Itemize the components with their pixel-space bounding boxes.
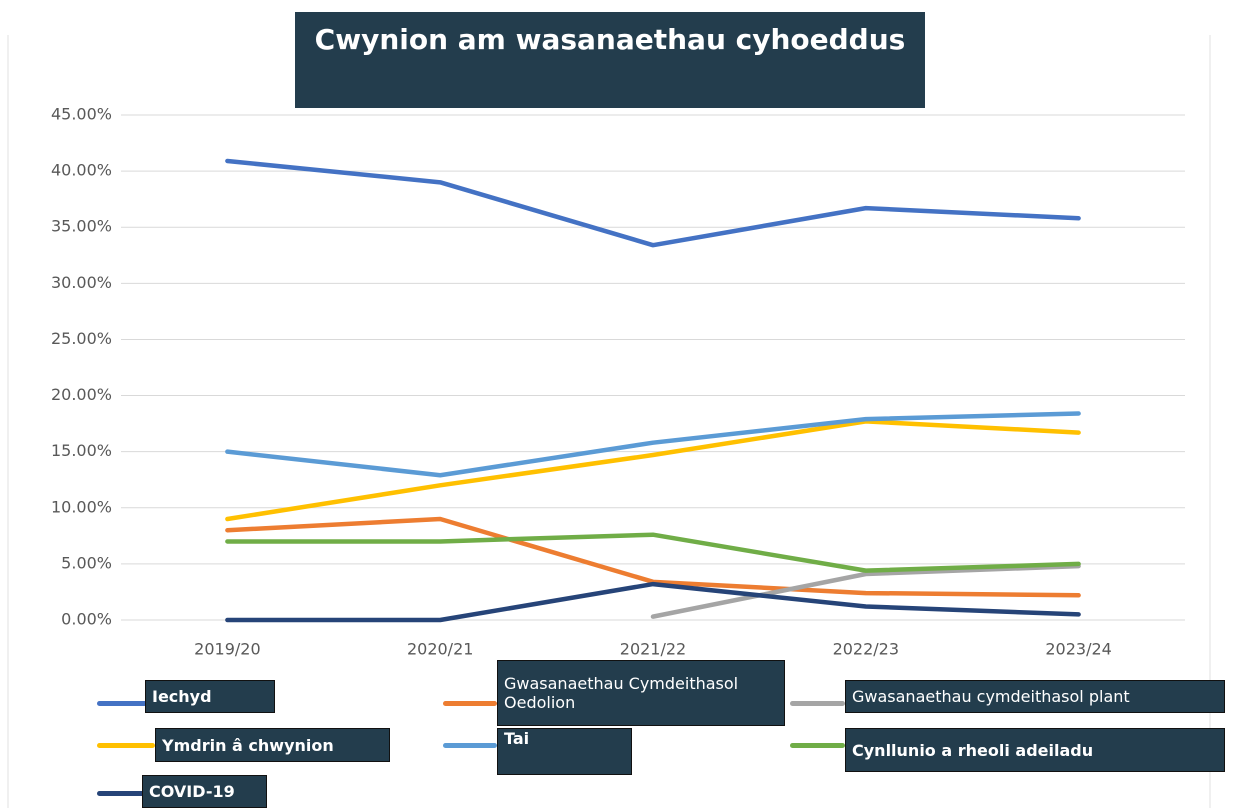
legend-label: COVID-19 — [142, 775, 267, 808]
series-line — [225, 532, 1081, 573]
y-tick-label: 5.00% — [61, 553, 112, 572]
legend-swatch — [97, 743, 155, 748]
legend-swatch — [97, 791, 145, 796]
x-tick-label: 2019/20 — [194, 640, 260, 659]
x-tick-label: 2020/21 — [407, 640, 473, 659]
y-tick-label: 40.00% — [51, 161, 112, 180]
legend-swatch — [443, 743, 497, 748]
legend-swatch — [790, 701, 845, 706]
x-tick-label: 2023/24 — [1045, 640, 1111, 659]
legend-label: Gwasanaethau Cymdeithasol Oedolion — [497, 660, 785, 726]
legend-label: Ymdrin â chwynion — [155, 728, 390, 762]
y-tick-label: 35.00% — [51, 217, 112, 236]
series-line — [225, 419, 1081, 522]
y-tick-label: 25.00% — [51, 329, 112, 348]
series-line — [225, 411, 1081, 478]
legend-swatch — [790, 743, 845, 748]
series-line — [225, 158, 1081, 248]
x-tick-label: 2022/23 — [833, 640, 899, 659]
y-tick-label: 10.00% — [51, 497, 112, 516]
legend-label: Tai — [497, 728, 632, 775]
series-line — [225, 581, 1081, 623]
x-tick-label: 2021/22 — [620, 640, 686, 659]
legend-label: Cynllunio a rheoli adeiladu — [845, 728, 1225, 772]
series-line — [650, 563, 1081, 619]
legend-label: Gwasanaethau cymdeithasol plant — [845, 680, 1225, 713]
y-tick-label: 15.00% — [51, 441, 112, 460]
y-tick-label: 45.00% — [51, 105, 112, 124]
chart-title: Cwynion am wasanaethau cyhoeddus — [295, 12, 925, 108]
legend-swatch — [443, 701, 497, 706]
y-tick-label: 30.00% — [51, 273, 112, 292]
y-tick-label: 0.00% — [61, 610, 112, 629]
legend-swatch — [97, 701, 147, 706]
y-tick-label: 20.00% — [51, 385, 112, 404]
legend-label: Iechyd — [145, 680, 275, 713]
